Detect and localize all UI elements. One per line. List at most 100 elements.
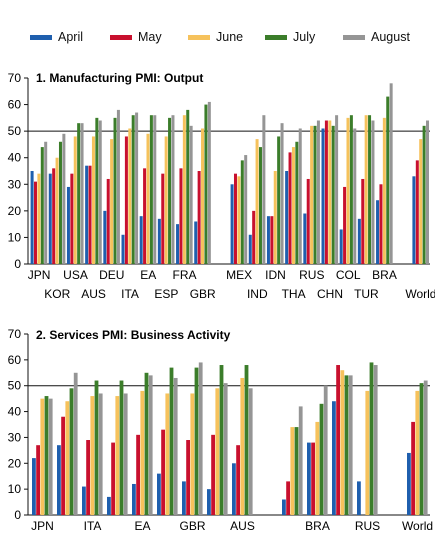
bar-jpn-june — [40, 398, 45, 515]
bar-ita-july — [131, 115, 135, 264]
bar-idn-july — [277, 136, 281, 264]
bar-group10-june — [290, 427, 295, 515]
x-tick-label: GBR — [179, 519, 205, 533]
bar-world-june — [415, 390, 420, 515]
x-tick-label: FRA — [173, 268, 197, 282]
bar-ind-august — [262, 115, 266, 264]
bar-group1-june — [65, 401, 70, 515]
bar-ea-august — [153, 115, 157, 264]
bar-kor-august — [62, 133, 66, 264]
bar-usa-april — [66, 186, 70, 264]
bar-idn-may — [270, 216, 274, 264]
bar-tha-july — [295, 141, 299, 264]
bar-bra-june — [315, 421, 320, 515]
bar-ita-april — [121, 234, 125, 264]
bar-world-april — [412, 176, 416, 264]
bar-fra-june — [182, 115, 186, 264]
y-tick-label: 70 — [8, 71, 22, 85]
bar-kor-may — [52, 168, 56, 264]
legend-label: August — [371, 30, 410, 44]
bar-world-may — [415, 160, 419, 264]
y-tick-label: 30 — [8, 430, 22, 444]
bar-aus-june — [240, 377, 245, 515]
bar-tha-may — [288, 152, 292, 264]
bar-group5-april — [157, 473, 161, 515]
bar-ind-july — [258, 147, 262, 264]
bar-jpn-may — [36, 445, 40, 515]
bar-group1-april — [57, 445, 61, 515]
bar-chn-may — [324, 120, 328, 264]
bar-rus-august — [373, 365, 378, 515]
bar-rus-june — [310, 125, 314, 264]
y-tick-label: 10 — [8, 230, 22, 244]
bar-ea-may — [136, 434, 140, 515]
x-tick-label: EA — [140, 268, 156, 282]
bar-jpn-july — [40, 147, 44, 264]
legend-item-august: August — [343, 30, 410, 44]
legend-swatch — [265, 34, 287, 40]
bar-aus-august — [248, 388, 253, 515]
bar-tur-july — [368, 115, 372, 264]
bar-group7-april — [207, 489, 211, 515]
bar-bra-april — [307, 442, 311, 515]
x-tick-label: DEU — [99, 268, 124, 282]
bar-deu-april — [103, 210, 107, 264]
bar-ea-june — [140, 390, 145, 515]
bar-group1-may — [61, 416, 65, 515]
x-tick-label: GBR — [190, 287, 216, 301]
bar-rus-august — [316, 120, 320, 264]
x-tick-label: COL — [336, 268, 361, 282]
bar-kor-july — [58, 141, 62, 264]
bar-bra-july — [319, 403, 324, 515]
bar-aus-april — [85, 165, 89, 264]
chart-services-pmi: 2. Services PMI: Business Activity 0 10 20 3… — [8, 327, 433, 533]
bar-group12-april — [332, 401, 336, 515]
x-tick-label: IND — [247, 287, 268, 301]
bar-mex-april — [230, 184, 234, 264]
legend-label: May — [138, 30, 162, 44]
bar-ea-may — [143, 168, 147, 264]
bar-gbr-april — [194, 221, 198, 264]
bar-gbr-july — [194, 367, 199, 515]
bar-fra-may — [179, 168, 183, 264]
bar-ita-june — [90, 396, 95, 515]
bar-esp-june — [164, 136, 168, 264]
bar-idn-june — [273, 171, 277, 264]
x-tick-label: ESP — [154, 287, 178, 301]
bar-bra-may — [311, 442, 315, 515]
bar-ea-august — [148, 375, 153, 515]
bar-aus-may — [236, 445, 240, 515]
bar-ea-july — [149, 115, 153, 264]
bar-group3-april — [107, 496, 111, 515]
bar-group5-june — [165, 393, 170, 515]
bar-deu-july — [113, 117, 117, 264]
x-tick-label: AUS — [230, 519, 255, 533]
bar-rus-april — [303, 213, 307, 264]
x-tick-label: TUR — [354, 287, 379, 301]
bar-group3-may — [111, 442, 115, 515]
bar-bra-july — [386, 96, 390, 264]
bar-ea-july — [144, 372, 149, 515]
legend-label: April — [58, 30, 84, 44]
bar-bra-may — [379, 184, 383, 264]
y-tick-label: 30 — [8, 177, 22, 191]
bar-group12-may — [336, 365, 340, 515]
y-tick-label: 0 — [14, 508, 21, 522]
x-tick-label: JPN — [28, 268, 51, 282]
x-tick-label: EA — [134, 519, 150, 533]
x-tick-label: THA — [282, 287, 306, 301]
y-tick-label: 60 — [8, 98, 22, 112]
bar-world-april — [407, 452, 411, 515]
bar-group3-july — [119, 380, 124, 515]
bar-idn-august — [280, 123, 284, 264]
bar-tha-june — [291, 147, 295, 264]
y-tick-label: 20 — [8, 456, 22, 470]
bar-group3-june — [115, 396, 120, 515]
y-tick-label: 50 — [8, 124, 22, 138]
bar-deu-may — [106, 178, 110, 264]
y-tick-label: 70 — [8, 327, 22, 341]
bar-usa-june — [73, 136, 77, 264]
bar-jpn-may — [33, 181, 37, 264]
bar-rus-may — [306, 178, 310, 264]
bar-world-august — [423, 380, 428, 515]
